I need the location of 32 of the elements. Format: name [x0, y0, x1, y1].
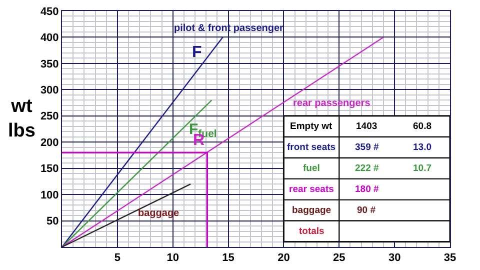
annotation: 60.8 — [413, 121, 432, 132]
x-tick-label: 5 — [114, 252, 120, 264]
y-axis-title: wt lbs — [8, 96, 36, 142]
y-tick-label: 100 — [40, 189, 59, 202]
y-tick-label: 450 — [40, 6, 59, 18]
x-tick-label: 35 — [444, 252, 456, 264]
y-tick-label: 400 — [40, 32, 59, 44]
y-tick-label: 250 — [40, 110, 59, 123]
annotation: 90 # — [357, 205, 376, 216]
annotation: rear seats — [289, 184, 334, 195]
annotation: 1403 — [356, 121, 378, 132]
x-tick-label: 25 — [333, 252, 346, 264]
y-tick-label: 150 — [40, 163, 59, 176]
x-tick-label: 20 — [278, 252, 290, 264]
annotation: 180 # — [355, 184, 380, 195]
y-tick-label: 50 — [46, 216, 59, 228]
annotation: fuel — [303, 163, 320, 174]
x-tick-label: 15 — [222, 252, 234, 264]
x-tick-label: 10 — [166, 252, 179, 264]
y-tick-label: 200 — [40, 136, 59, 149]
annotation: 359 # — [355, 142, 380, 153]
annotation: baggage — [292, 205, 332, 216]
annotation: F — [192, 44, 202, 61]
annotation: 222 # — [355, 163, 380, 174]
annotation: 10.7 — [413, 163, 432, 174]
annotation: totals — [299, 226, 324, 237]
x-tick-label: 30 — [388, 252, 401, 264]
annotation: front seats — [287, 142, 336, 153]
y-tick-label: 350 — [40, 58, 59, 70]
y-tick-label: 300 — [40, 84, 59, 97]
annotation: 13.0 — [413, 142, 432, 153]
annotation: Empty wt — [290, 121, 334, 132]
